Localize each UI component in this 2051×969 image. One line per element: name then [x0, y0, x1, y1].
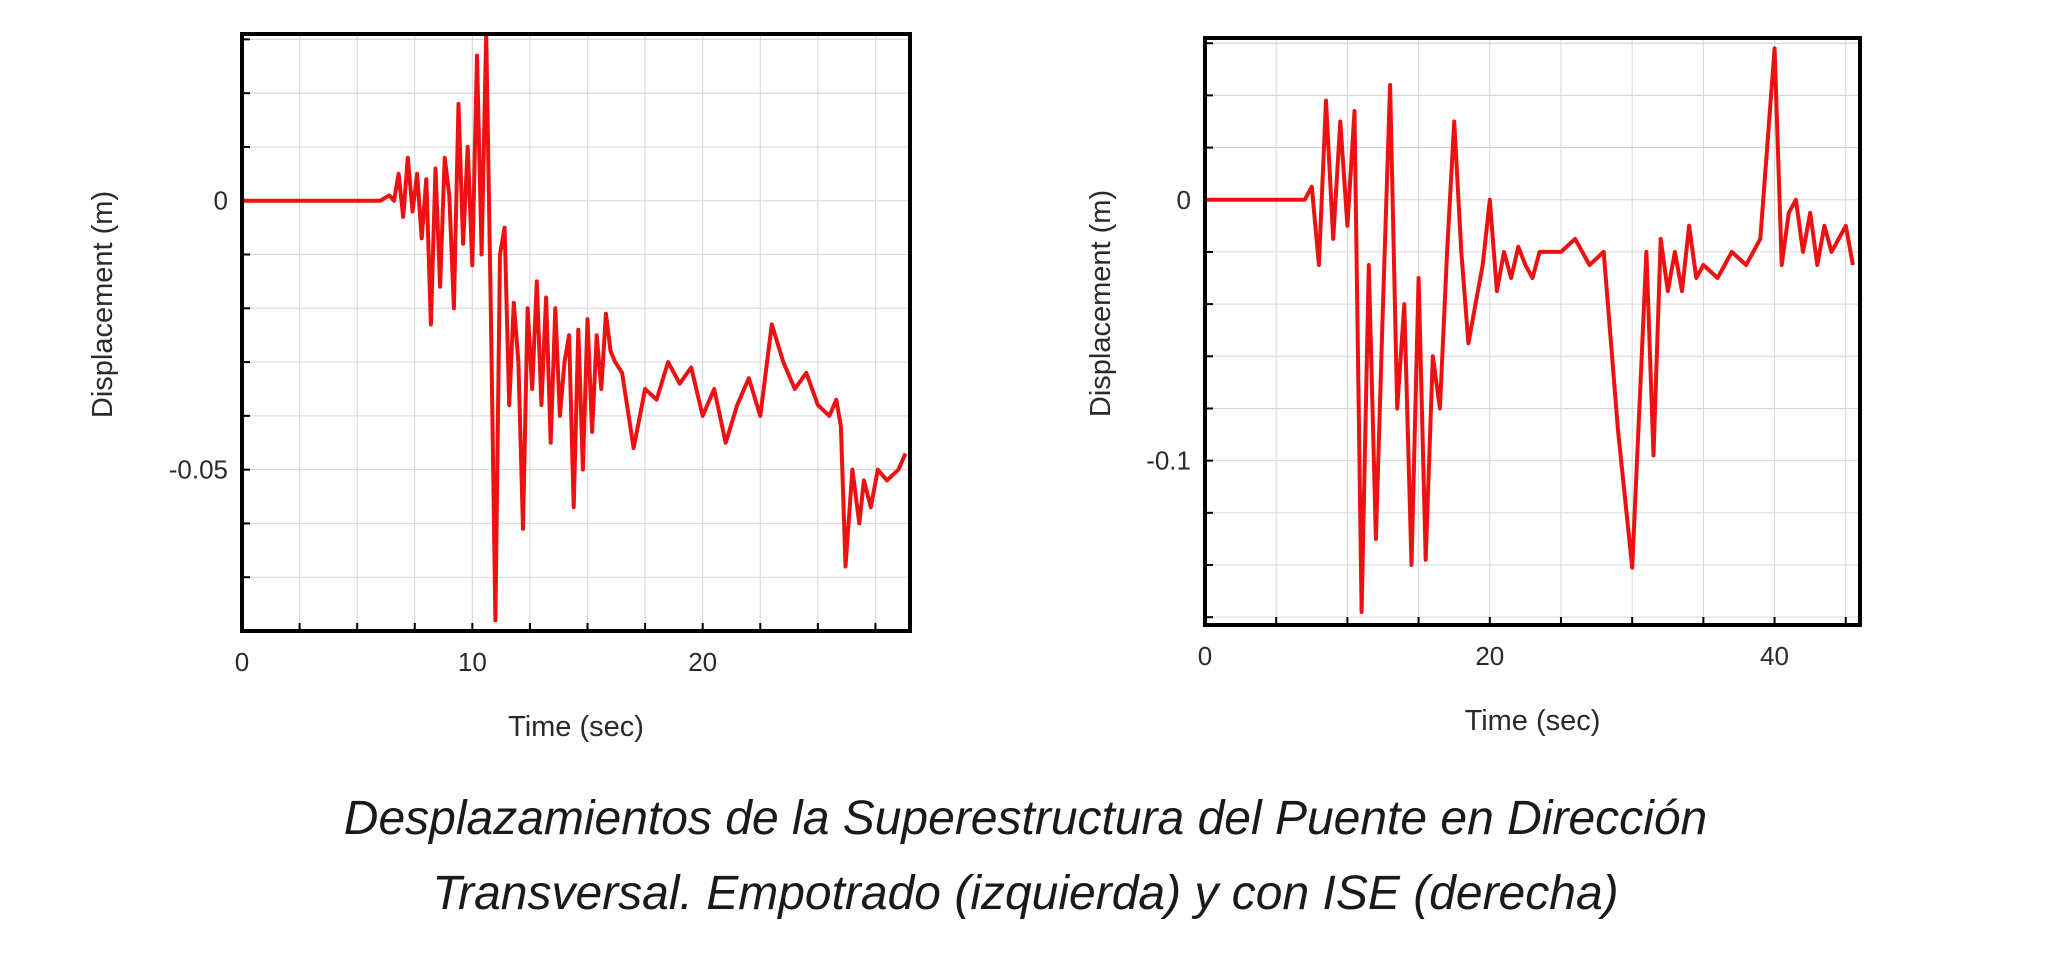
chart-1-x-tick-label: 40 [1760, 641, 1789, 671]
chart-0-x-tick-label: 10 [458, 647, 487, 677]
chart-0-x-tick-label: 0 [235, 647, 249, 677]
figure-caption-line-2: Transversal. Empotrado (izquierda) y con… [432, 867, 1619, 920]
chart-0-series-line-0 [242, 32, 908, 623]
chart-0-y-tick-label: 0 [214, 186, 228, 216]
chart-0-x-tick-label: 20 [688, 647, 717, 677]
chart-1-y-tick-label: -0.1 [1146, 446, 1191, 476]
chart-0-x-axis-label: Time (sec) [508, 711, 644, 743]
chart-1-x-tick-label: 0 [1198, 641, 1212, 671]
chart-1-y-axis-label: Displacement (m) [1085, 190, 1117, 417]
chart-0-y-tick-label: -0.05 [169, 455, 228, 485]
right-chart-ise: 0 20 40 0 -0.1 Time (sec) Displacement (m) [1085, 36, 1862, 737]
chart-1-x-axis-label: Time (sec) [1465, 705, 1601, 737]
chart-1-series-line-0 [1205, 46, 1855, 614]
chart-1-plot-area [1205, 38, 1860, 625]
chart-1-x-tick-label: 20 [1475, 641, 1504, 671]
left-chart-empotrado: 0 10 20 0 -0.05 Time (sec) Displacement (m) [87, 32, 912, 743]
figure-caption-line-1: Desplazamientos de la Superestructura de… [343, 792, 1708, 845]
chart-0-plot-frame [240, 32, 912, 633]
chart-1-plot-frame [1203, 36, 1862, 627]
chart-1-y-tick-label: 0 [1177, 185, 1191, 215]
chart-0-y-axis-label: Displacement (m) [87, 191, 119, 418]
chart-1-grid [1205, 38, 1860, 625]
chart-0-plot-area [242, 34, 910, 631]
